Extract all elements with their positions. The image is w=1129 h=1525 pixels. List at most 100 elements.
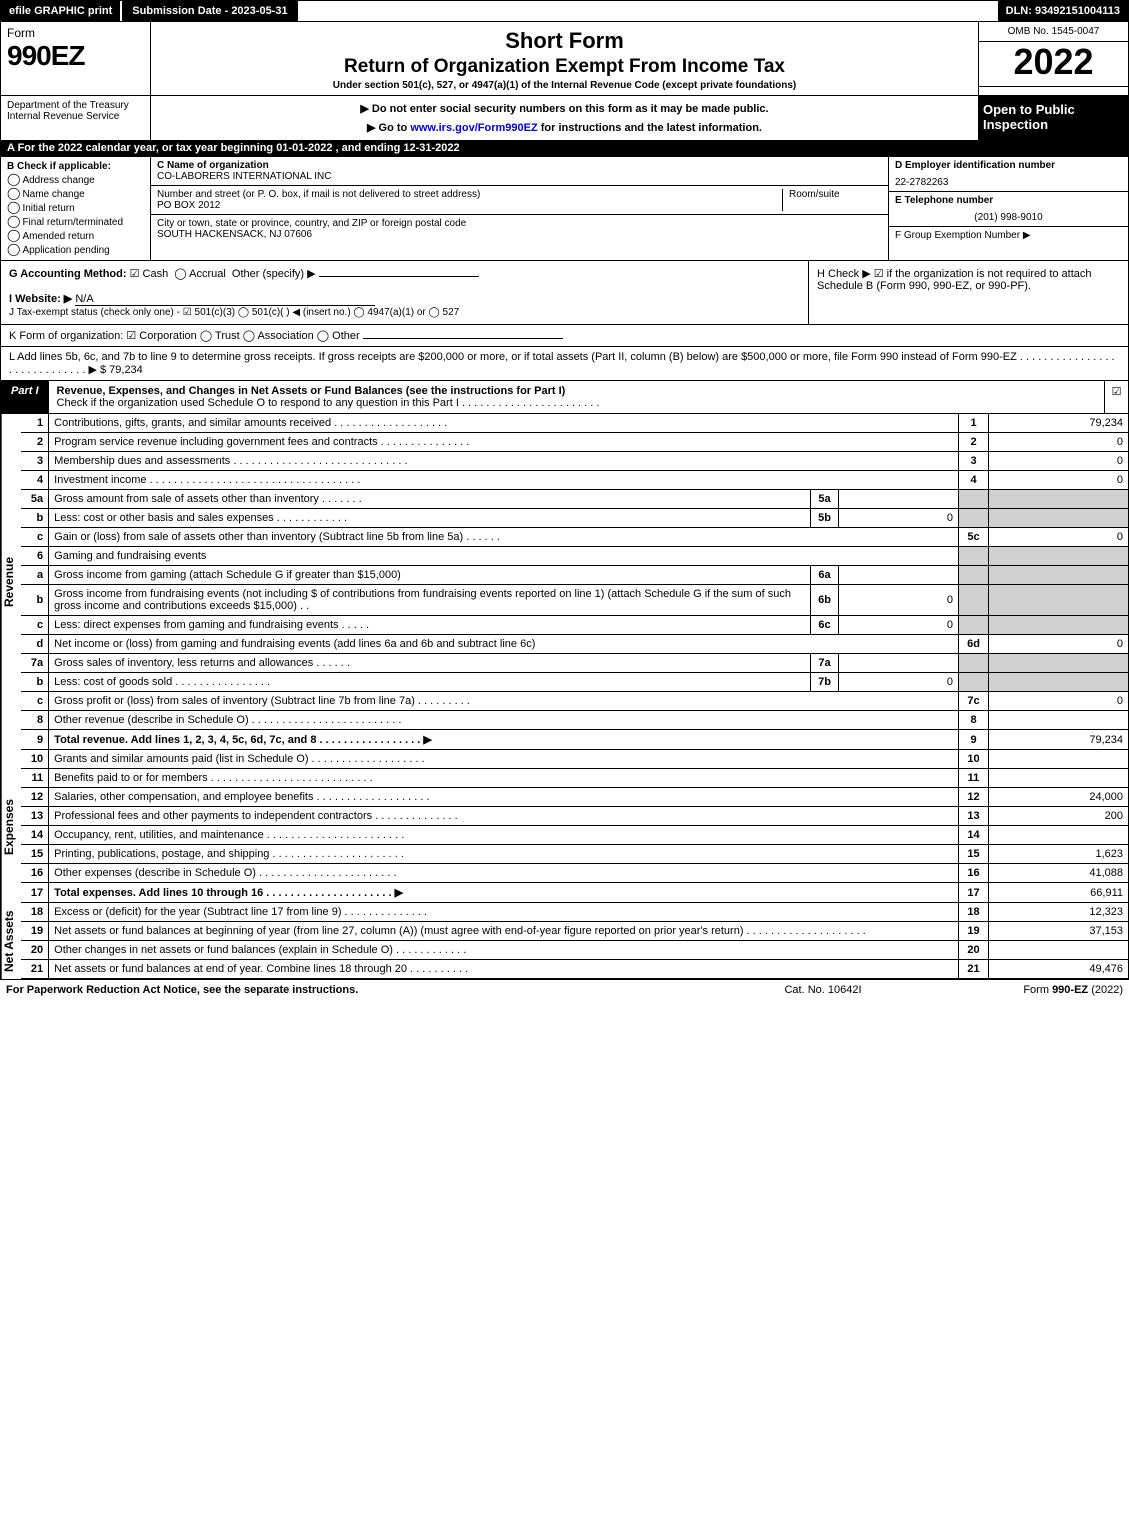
- ln5a-greyo: [959, 490, 989, 509]
- ln20-n: 20: [21, 941, 49, 960]
- ln17-amt: 66,911: [989, 883, 1129, 903]
- page-footer: For Paperwork Reduction Act Notice, see …: [0, 979, 1129, 1000]
- ln6b-n: b: [21, 585, 49, 616]
- ln10-desc: Grants and similar amounts paid (list in…: [49, 750, 959, 769]
- ln13-out: 13: [959, 807, 989, 826]
- ln5a-n: 5a: [21, 490, 49, 509]
- ln18-amt: 12,323: [989, 903, 1129, 922]
- part-i-title: Revenue, Expenses, and Changes in Net As…: [49, 381, 1104, 413]
- ln12-desc: Salaries, other compensation, and employ…: [49, 788, 959, 807]
- ln15-out: 15: [959, 845, 989, 864]
- submission-date-badge: Submission Date - 2023-05-31: [122, 1, 297, 21]
- ln1-amt: 79,234: [989, 414, 1129, 433]
- row-k: K Form of organization: ☑ Corporation ◯ …: [0, 325, 1129, 347]
- ln5c-desc: Gain or (loss) from sale of assets other…: [49, 528, 959, 547]
- ln5a-in: 5a: [811, 490, 839, 509]
- ln5b-inamt: 0: [839, 509, 959, 528]
- ln21-n: 21: [21, 960, 49, 979]
- title-return: Return of Organization Exempt From Incom…: [157, 56, 972, 78]
- ln8-desc: Other revenue (describe in Schedule O) .…: [49, 711, 959, 730]
- ln20-out: 20: [959, 941, 989, 960]
- ln5b-n: b: [21, 509, 49, 528]
- tax-year: 2022: [979, 42, 1128, 87]
- org-info-grid: B Check if applicable: ◯Address change ◯…: [0, 157, 1129, 261]
- d-ein: 22-2782263: [889, 174, 1128, 191]
- chk-name-icon[interactable]: ◯: [7, 186, 20, 200]
- ln10-n: 10: [21, 750, 49, 769]
- ln5c-n: c: [21, 528, 49, 547]
- ln7b-in: 7b: [811, 673, 839, 692]
- col-de: D Employer identification number 22-2782…: [888, 157, 1128, 260]
- ln6d-amt: 0: [989, 635, 1129, 654]
- k-text: K Form of organization: ☑ Corporation ◯ …: [9, 330, 360, 342]
- opt-amended: Amended return: [22, 231, 94, 242]
- ln20-desc: Other changes in net assets or fund bala…: [49, 941, 959, 960]
- g-other: Other (specify) ▶: [232, 268, 316, 280]
- b-label: B Check if applicable:: [7, 161, 144, 172]
- chk-pending-icon[interactable]: ◯: [7, 242, 20, 256]
- revenue-section: Revenue 1Contributions, gifts, grants, a…: [0, 414, 1129, 750]
- ln6a-n: a: [21, 566, 49, 585]
- ln17-out: 17: [959, 883, 989, 903]
- ln5a-greya: [989, 490, 1129, 509]
- efile-print-button[interactable]: efile GRAPHIC print: [1, 1, 122, 21]
- ln14-n: 14: [21, 826, 49, 845]
- ln14-out: 14: [959, 826, 989, 845]
- ln17-desc-b: Total expenses. Add lines 10 through 16 …: [54, 887, 403, 899]
- chk-final-icon[interactable]: ◯: [7, 214, 20, 228]
- h-text: H Check ▶ ☑ if the organization is not r…: [817, 268, 1092, 292]
- d-ein-label: D Employer identification number: [889, 157, 1128, 174]
- ln5b-greyo: [959, 509, 989, 528]
- ln6c-greya: [989, 616, 1129, 635]
- opt-initial: Initial return: [22, 203, 74, 214]
- ln6b-inamt: 0: [839, 585, 959, 616]
- ln18-n: 18: [21, 903, 49, 922]
- org-city: SOUTH HACKENSACK, NJ 07606: [157, 229, 312, 240]
- ln21-out: 21: [959, 960, 989, 979]
- open-to-public: Open to Public Inspection: [978, 96, 1128, 140]
- ln6b-in: 6b: [811, 585, 839, 616]
- h-check: H Check ▶ ☑ if the organization is not r…: [808, 261, 1128, 324]
- ln16-desc: Other expenses (describe in Schedule O) …: [49, 864, 959, 883]
- ln5b-greya: [989, 509, 1129, 528]
- revenue-table: 1Contributions, gifts, grants, and simil…: [21, 414, 1129, 750]
- g-cash-icon[interactable]: ☑: [130, 268, 140, 280]
- ln6c-desc: Less: direct expenses from gaming and fu…: [49, 616, 811, 635]
- i-label: I Website: ▶: [9, 293, 72, 305]
- chk-initial-icon[interactable]: ◯: [7, 200, 20, 214]
- ln16-amt: 41,088: [989, 864, 1129, 883]
- ln19-amt: 37,153: [989, 922, 1129, 941]
- dln-badge: DLN: 93492151004113: [998, 1, 1128, 21]
- netassets-side-label: Net Assets: [1, 903, 21, 979]
- f-group-label: F Group Exemption Number ▶: [889, 226, 1128, 244]
- col-b-check-applicable: B Check if applicable: ◯Address change ◯…: [1, 157, 151, 260]
- ln3-amt: 0: [989, 452, 1129, 471]
- ln7b-desc: Less: cost of goods sold . . . . . . . .…: [49, 673, 811, 692]
- part-i-checkbox[interactable]: ☑: [1104, 381, 1128, 413]
- ln2-n: 2: [21, 433, 49, 452]
- goto-pre: ▶ Go to: [367, 122, 410, 134]
- chk-address-icon[interactable]: ◯: [7, 172, 20, 186]
- ln7a-in: 7a: [811, 654, 839, 673]
- expenses-section: Expenses 10Grants and similar amounts pa…: [0, 750, 1129, 903]
- ln1-out: 1: [959, 414, 989, 433]
- part-i-header: Part I Revenue, Expenses, and Changes in…: [0, 381, 1129, 414]
- irs-link[interactable]: www.irs.gov/Form990EZ: [410, 122, 537, 134]
- ln7a-greya: [989, 654, 1129, 673]
- ln7c-out: 7c: [959, 692, 989, 711]
- ln13-amt: 200: [989, 807, 1129, 826]
- chk-amended-icon[interactable]: ◯: [7, 228, 20, 242]
- ln4-n: 4: [21, 471, 49, 490]
- ln11-out: 11: [959, 769, 989, 788]
- ln7b-greya: [989, 673, 1129, 692]
- ln11-n: 11: [21, 769, 49, 788]
- e-phone: (201) 998-9010: [889, 209, 1128, 226]
- g-accrual-icon[interactable]: ◯: [174, 268, 186, 280]
- ln6d-out: 6d: [959, 635, 989, 654]
- form-header: Form 990EZ Short Form Return of Organiza…: [0, 22, 1129, 96]
- part-i-title-text: Revenue, Expenses, and Changes in Net As…: [57, 385, 566, 397]
- ln19-out: 19: [959, 922, 989, 941]
- ln6a-desc: Gross income from gaming (attach Schedul…: [49, 566, 811, 585]
- i-website: N/A: [75, 293, 375, 306]
- top-bar: efile GRAPHIC print Submission Date - 20…: [0, 0, 1129, 22]
